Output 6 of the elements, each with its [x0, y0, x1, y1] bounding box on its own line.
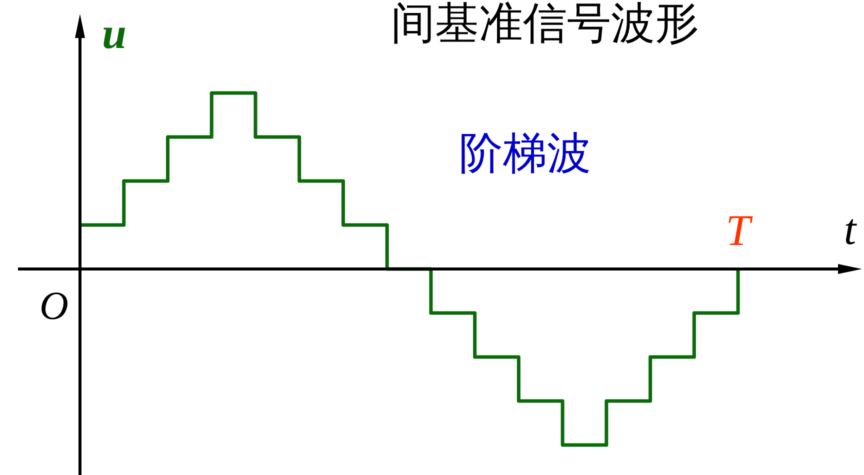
annotation: T — [726, 206, 754, 255]
annotation: 阶梯波 — [459, 128, 591, 179]
annotation: O — [40, 283, 68, 328]
y-axis-title: u — [102, 9, 126, 58]
chart-title: 间基准信号波形 — [391, 0, 699, 49]
x-axis-title: t — [844, 205, 858, 254]
